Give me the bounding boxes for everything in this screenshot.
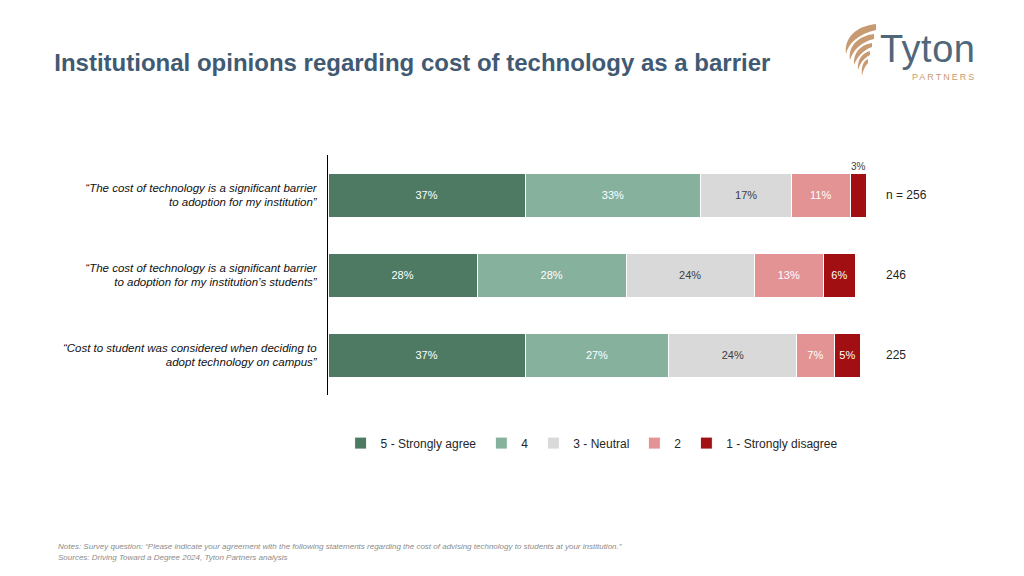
svg-text:28%: 28% bbox=[391, 269, 413, 281]
svg-text:n = 256: n = 256 bbox=[886, 188, 927, 202]
svg-text:1 - Strongly disagree: 1 - Strongly disagree bbox=[726, 437, 837, 451]
svg-text:5 - Strongly agree: 5 - Strongly agree bbox=[381, 437, 477, 451]
svg-text:Institutional opinions regardi: Institutional opinions regarding cost of… bbox=[54, 49, 770, 76]
svg-text:13%: 13% bbox=[778, 269, 800, 281]
svg-text:24%: 24% bbox=[722, 349, 744, 361]
html-text:Notes: Survey question: “Pleas: Notes: Survey question: “Please indicate… bbox=[58, 542, 622, 551]
svg-text:37%: 37% bbox=[415, 189, 437, 201]
svg-text:5%: 5% bbox=[839, 349, 855, 361]
svg-text:“The cost of technology is a s: “The cost of technology is a significant… bbox=[85, 262, 318, 289]
svg-text:225: 225 bbox=[886, 348, 906, 362]
svg-text:24%: 24% bbox=[679, 269, 701, 281]
svg-text:3%: 3% bbox=[851, 161, 866, 172]
svg-text:“The cost of technology is a s: “The cost of technology is a significant… bbox=[85, 182, 318, 209]
svg-text:6%: 6% bbox=[831, 269, 847, 281]
svg-text:7%: 7% bbox=[807, 349, 823, 361]
svg-text:3 - Neutral: 3 - Neutral bbox=[573, 437, 629, 451]
html-text:Tyton: Tyton bbox=[880, 28, 976, 70]
svg-text:11%: 11% bbox=[810, 189, 831, 201]
svg-text:37%: 37% bbox=[415, 349, 437, 361]
svg-text:33%: 33% bbox=[602, 189, 624, 201]
svg-text:4: 4 bbox=[521, 437, 528, 451]
html-text:Sources: Driving Toward a Degr: Sources: Driving Toward a Degree 2024, T… bbox=[58, 553, 288, 562]
svg-text:“Cost to student was considere: “Cost to student was considered when dec… bbox=[63, 342, 318, 369]
svg-text:28%: 28% bbox=[541, 269, 563, 281]
svg-text:2: 2 bbox=[674, 437, 681, 451]
svg-text:17%: 17% bbox=[735, 189, 757, 201]
svg-text:27%: 27% bbox=[586, 349, 608, 361]
html-text:PARTNERS: PARTNERS bbox=[912, 72, 977, 82]
svg-text:246: 246 bbox=[886, 268, 906, 282]
